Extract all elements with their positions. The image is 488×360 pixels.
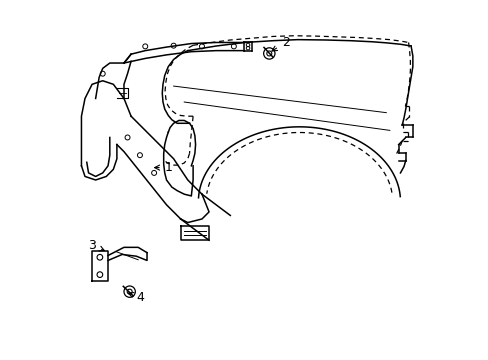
Text: 2: 2	[271, 36, 289, 51]
Text: 1: 1	[154, 161, 172, 174]
Text: 3: 3	[88, 239, 104, 252]
Text: 4: 4	[128, 291, 144, 304]
